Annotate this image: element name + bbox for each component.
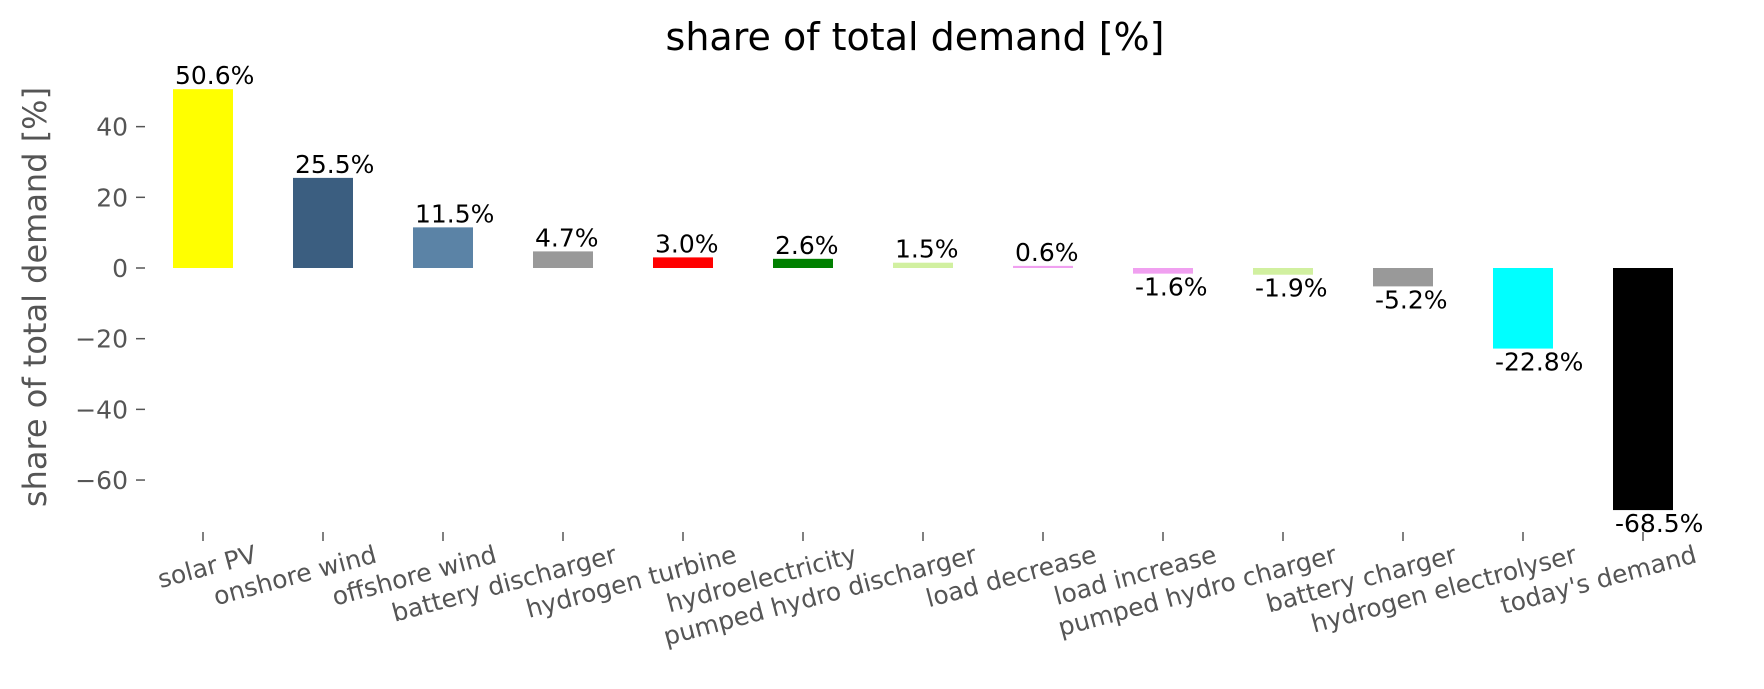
data-label: -22.8%	[1495, 348, 1583, 377]
bar	[1613, 268, 1673, 511]
y-tick-label: 40	[96, 113, 128, 142]
data-label: -68.5%	[1615, 509, 1703, 538]
data-label: 0.6%	[1015, 238, 1079, 267]
y-tick-label: −40	[75, 395, 128, 424]
bar	[1133, 268, 1193, 274]
data-label: -1.6%	[1135, 273, 1208, 302]
bar	[1013, 265, 1073, 268]
bar	[893, 262, 953, 268]
bar	[773, 258, 833, 268]
y-axis-label: share of total demand [%]	[16, 87, 54, 507]
y-tick-label: −20	[75, 325, 128, 354]
data-label: 4.7%	[535, 223, 599, 252]
data-label: 25.5%	[295, 150, 374, 179]
bar	[1253, 268, 1313, 275]
chart-title: share of total demand [%]	[666, 15, 1165, 59]
data-label: 3.0%	[655, 229, 719, 258]
bar	[1373, 268, 1433, 287]
data-label: 2.6%	[775, 231, 839, 260]
data-label: -5.2%	[1375, 285, 1448, 314]
y-tick-label: 0	[112, 254, 128, 283]
data-label: 11.5%	[415, 199, 494, 228]
data-label: -1.9%	[1255, 274, 1328, 303]
data-label: 1.5%	[895, 235, 959, 264]
y-axis-ticks: −60 −40 −20 0 20 40	[75, 113, 145, 495]
data-label: 50.6%	[175, 61, 254, 90]
bar	[293, 177, 353, 268]
y-tick-label: 20	[96, 183, 128, 212]
bar	[533, 251, 593, 268]
bars	[173, 89, 1673, 511]
bar	[1493, 268, 1553, 349]
y-tick-label: −60	[75, 466, 128, 495]
bar	[413, 227, 473, 268]
bar	[653, 257, 713, 268]
data-labels: 50.6% 25.5% 11.5% 4.7% 3.0% 2.6% 1.5% 0.6% -1.6%…	[175, 61, 1703, 538]
bar	[173, 89, 233, 269]
